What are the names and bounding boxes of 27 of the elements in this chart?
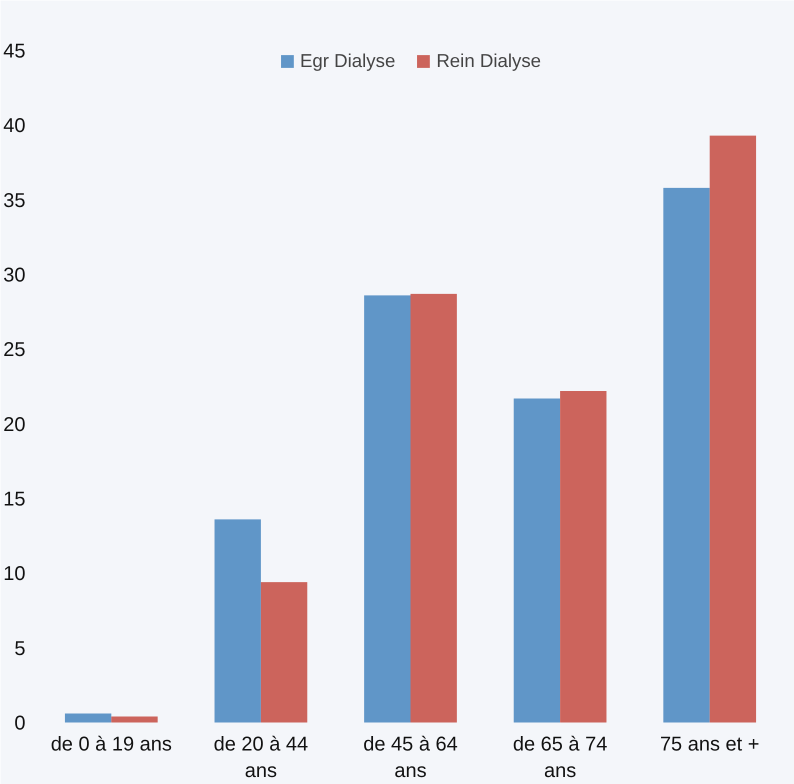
bar: [410, 294, 457, 722]
bar: [364, 295, 410, 722]
y-tick-label: 5: [14, 638, 26, 660]
bar: [663, 188, 710, 722]
bar: [214, 519, 261, 722]
y-tick-label: 45: [3, 40, 26, 62]
bar: [64, 714, 112, 722]
y-tick-label: 25: [3, 339, 26, 362]
x-tick-label: de 65 à 74 ans: [512, 734, 608, 782]
y-tick-label: 0: [14, 712, 26, 734]
bar: [514, 398, 560, 722]
y-tick-label: 35: [3, 190, 26, 212]
y-tick-label: 40: [3, 115, 26, 138]
x-tick-label: de 0 à 19 ans: [50, 734, 172, 756]
legend-label: Rein Dialyse: [436, 50, 542, 72]
y-tick-label: 30: [3, 264, 26, 286]
x-tick-label: de 20 à 44 ans: [214, 734, 308, 782]
y-tick-label: 15: [3, 488, 26, 510]
x-tick-label: 75 ans et +: [660, 734, 760, 756]
bar: [560, 390, 606, 722]
bar: [260, 582, 308, 722]
y-tick-label: 10: [3, 563, 26, 586]
bar: [111, 716, 158, 722]
x-tick-label: de 45 à 64 ans: [363, 734, 458, 782]
bar: [710, 136, 756, 722]
legend-label: Egr Dialyse: [300, 50, 396, 72]
y-tick-label: 20: [3, 414, 26, 436]
